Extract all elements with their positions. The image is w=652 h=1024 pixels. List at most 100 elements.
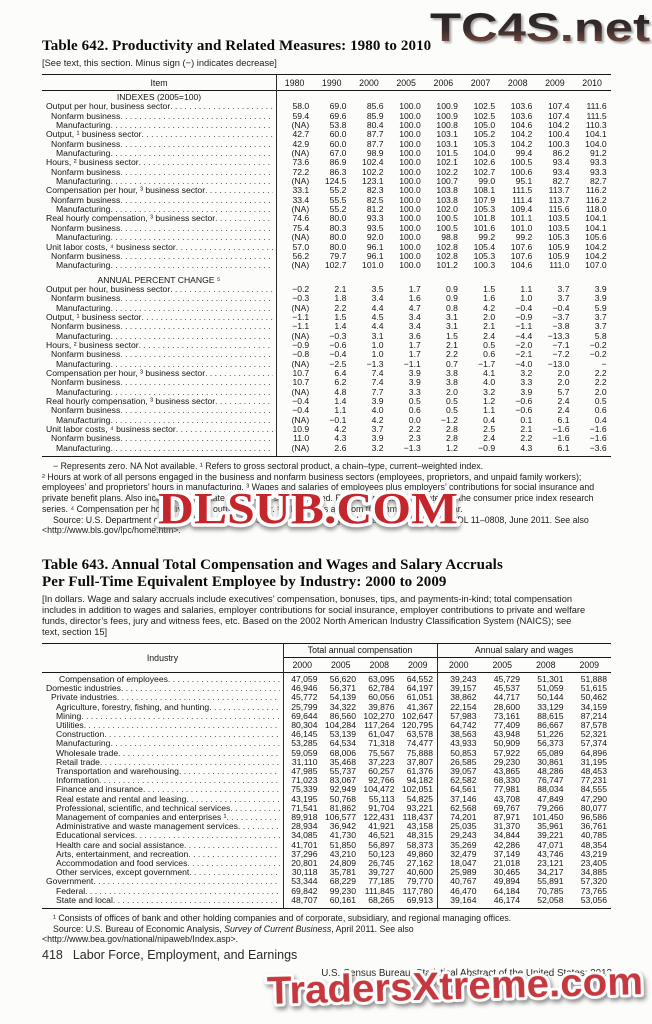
cell-value: 30,118 bbox=[291, 867, 318, 878]
cell-value: 1.0 bbox=[371, 349, 384, 360]
cell-value: 68,265 bbox=[368, 894, 395, 905]
row-label-text: Manufacturing bbox=[56, 205, 111, 215]
cell-value: 3.9 bbox=[594, 283, 607, 294]
cell-value: 103.8 bbox=[436, 194, 458, 205]
cell-value: 46,521 bbox=[368, 830, 395, 841]
row-label-text: Accommodation and food services bbox=[56, 859, 188, 869]
table-row: Manufacturing (NA) −0.3 3.1 3.6 1.5 2.4 −4.4 −13… bbox=[42, 331, 611, 341]
row-label: Arts, entertainment, and recreation bbox=[42, 850, 283, 859]
cell-value: 80,077 bbox=[580, 802, 607, 813]
cell-value: 41,367 bbox=[406, 701, 433, 712]
cell-value: 102.8 bbox=[436, 241, 458, 252]
dot-leader bbox=[120, 224, 273, 233]
cell-value: 3.7 bbox=[594, 321, 607, 332]
cell-value: 2.0 bbox=[445, 386, 458, 397]
source-note: Source: U.S. Department of Labor, Bureau… bbox=[42, 514, 589, 536]
table-row: Nonfarm business 75.4 80.3 93.5 100.0 100.5 10… bbox=[42, 223, 611, 233]
cell-value: 117,264 bbox=[364, 720, 395, 730]
cell-value: 3.7 bbox=[594, 311, 607, 322]
cell-value: 28,934 bbox=[291, 821, 318, 832]
cell-value: 10.7 bbox=[292, 367, 310, 378]
row-label: Retail trade bbox=[42, 758, 283, 767]
cell-value: 102.7 bbox=[473, 166, 496, 177]
year-header: 2000 bbox=[448, 659, 469, 670]
cell-value: −13.0 bbox=[547, 358, 570, 369]
cell-value: −1.6 bbox=[589, 433, 607, 444]
cell-value: 55,891 bbox=[537, 876, 564, 887]
cell-value: 108.1 bbox=[473, 185, 496, 196]
table-row: Professional, scientific, and technical … bbox=[42, 802, 611, 813]
row-label-text: Retail trade bbox=[56, 757, 100, 767]
cell-value: 74,201 bbox=[450, 812, 477, 823]
cell-value: 100.0 bbox=[399, 138, 421, 149]
table-row: Manufacturing (NA) −2.5 −1.3 −1.1 0.7 −1.7 −4.0… bbox=[42, 358, 611, 369]
cell-value: 103.1 bbox=[436, 138, 458, 149]
cell-value: 65,089 bbox=[537, 747, 564, 758]
table-row: Nonfarm business 59.4 69.6 85.9 100.0 100.9 10… bbox=[42, 110, 611, 121]
table-row: Private industries 45,772 54,139 60,056 61,0… bbox=[42, 693, 611, 702]
cell-value: 3.9 bbox=[594, 293, 607, 304]
cell-value: 69,767 bbox=[493, 802, 520, 813]
dot-leader bbox=[120, 406, 273, 415]
row-label-text: Nonfarm business bbox=[51, 434, 121, 444]
cell-value: 7.4 bbox=[371, 377, 384, 388]
cell-value: 3.7 bbox=[557, 283, 570, 294]
cell-value: −1.1 bbox=[515, 321, 533, 332]
dot-leader bbox=[110, 149, 273, 158]
table-row: Agriculture, forestry, fishing, and hunt… bbox=[42, 701, 611, 712]
cell-value: 6.1 bbox=[557, 442, 570, 453]
cell-value: 49,860 bbox=[406, 848, 433, 859]
cell-value: 37,223 bbox=[368, 756, 395, 767]
table-row: Hours, ² business sector −0.9 −0.6 1.0 1.7 2.… bbox=[42, 339, 611, 350]
cell-value: −1.2 bbox=[440, 414, 458, 425]
cell-value: 2.0 bbox=[594, 386, 607, 397]
title-line-1: Table 643. Annual Total Compensation and… bbox=[42, 556, 503, 573]
cell-value: 110.3 bbox=[585, 120, 607, 131]
cell-value: 39,243 bbox=[450, 673, 477, 684]
cell-value: −1.6 bbox=[589, 424, 607, 435]
cell-value: 118,437 bbox=[402, 812, 433, 823]
row-label-text: Health care and social assistance bbox=[56, 840, 185, 850]
cell-value: 4.0 bbox=[371, 405, 384, 416]
cell-value: 105.9 bbox=[547, 241, 570, 252]
cell-value: 86,667 bbox=[537, 720, 564, 730]
cell-value: 69.6 bbox=[329, 110, 347, 121]
cell-value: 0.5 bbox=[445, 405, 458, 416]
item-column-header: Item bbox=[150, 77, 168, 88]
cell-value: 1.4 bbox=[334, 321, 347, 332]
cell-value: −2.0 bbox=[515, 339, 533, 350]
cell-value: 86.3 bbox=[329, 166, 347, 177]
page-number: 418 bbox=[42, 948, 63, 962]
cell-value: 93.3 bbox=[366, 213, 384, 224]
cell-value: 54,825 bbox=[406, 793, 433, 804]
cell-value: 69.0 bbox=[329, 101, 347, 112]
cell-value: 100.0 bbox=[399, 110, 421, 121]
cell-value: 69,644 bbox=[291, 710, 318, 721]
cell-value: 26,585 bbox=[450, 756, 477, 767]
cell-value: 2.4 bbox=[557, 405, 570, 416]
cell-value: 63,578 bbox=[406, 729, 433, 740]
table-row: Unit labor costs, ⁴ business sector 57.0 8… bbox=[42, 241, 611, 252]
cell-value: 0.5 bbox=[483, 339, 496, 350]
row-label: Unit labor costs, ⁴ business sector bbox=[42, 243, 276, 252]
cell-value: −0.8 bbox=[292, 349, 310, 360]
table-row: Information 71,023 83,067 92,766 94,182 62,58… bbox=[42, 776, 611, 785]
cell-value: 55.2 bbox=[329, 185, 347, 196]
dot-leader bbox=[120, 196, 273, 205]
cell-value: 25,035 bbox=[450, 821, 477, 832]
cell-value: 22,154 bbox=[450, 701, 477, 712]
cell-value: 37,149 bbox=[493, 848, 520, 859]
cell-value: 60,161 bbox=[329, 894, 356, 905]
row-label-text: Manufacturing bbox=[56, 387, 111, 397]
cell-value: 1.0 bbox=[520, 293, 533, 304]
row-label: Transportation and warehousing bbox=[42, 767, 283, 776]
cell-value: 68,006 bbox=[329, 747, 356, 758]
cell-value: 102.5 bbox=[473, 110, 496, 121]
table-row: Manufacturing 53,285 64,534 71,318 74,477 43,… bbox=[42, 739, 611, 748]
cell-value: 56,897 bbox=[368, 839, 395, 850]
cell-value: 100.0 bbox=[399, 148, 421, 159]
row-label-text: Finance and insurance bbox=[56, 785, 143, 795]
cell-value: 103.6 bbox=[510, 110, 533, 121]
cell-value: 50,909 bbox=[493, 738, 520, 749]
row-label: Private industries bbox=[42, 693, 283, 702]
